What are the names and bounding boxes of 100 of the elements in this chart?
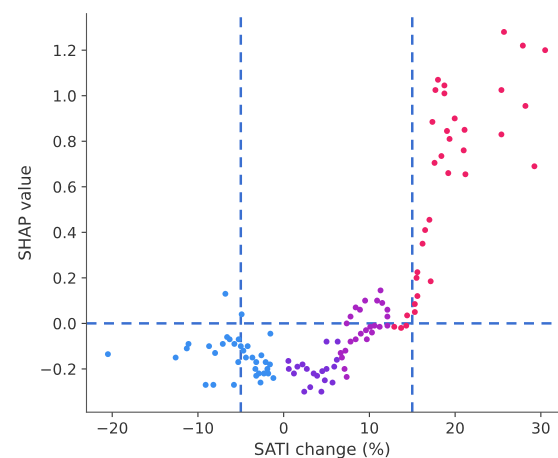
y-tick-label: 1.2 <box>54 44 76 56</box>
point <box>444 128 450 134</box>
point <box>324 366 330 372</box>
x-axis-title: SATI change (%) <box>254 442 390 458</box>
point <box>542 47 548 54</box>
point <box>184 346 190 352</box>
point <box>307 384 314 390</box>
y-tick-label: 0.2 <box>53 272 76 284</box>
point <box>391 324 398 330</box>
x-tick-label: 0 <box>280 422 288 434</box>
point <box>342 366 348 372</box>
point <box>210 382 216 388</box>
point <box>258 352 264 358</box>
point <box>253 359 260 366</box>
point <box>318 388 324 395</box>
point <box>291 370 297 376</box>
point <box>220 340 226 347</box>
point <box>435 76 441 83</box>
point <box>238 311 245 318</box>
x-tick-label: −10 <box>183 422 214 434</box>
point <box>270 375 276 381</box>
point <box>403 322 410 329</box>
point <box>520 42 526 49</box>
point <box>244 343 251 350</box>
point <box>376 324 383 330</box>
point <box>231 340 238 347</box>
point <box>339 354 345 360</box>
point <box>441 90 448 96</box>
point <box>236 336 242 342</box>
point <box>348 314 354 320</box>
y-axis-title: SHAP value <box>18 166 31 260</box>
point <box>222 290 228 297</box>
point <box>462 171 468 178</box>
point <box>364 336 370 342</box>
x-tick-label: 20 <box>446 422 464 434</box>
point <box>331 364 338 370</box>
point <box>231 382 237 388</box>
point <box>438 153 444 159</box>
point <box>445 170 452 176</box>
point <box>432 160 438 166</box>
point <box>429 118 436 125</box>
point <box>172 354 179 360</box>
point <box>342 348 348 354</box>
point <box>398 325 404 331</box>
point <box>460 147 467 154</box>
point <box>348 338 354 345</box>
point <box>384 306 390 313</box>
point <box>304 366 310 372</box>
point <box>414 274 420 281</box>
point <box>330 380 336 386</box>
point <box>441 82 448 88</box>
point <box>384 314 390 320</box>
y-tick-label: −0.2 <box>41 363 76 375</box>
point <box>422 227 428 233</box>
x-tick-label: 30 <box>532 422 550 434</box>
point <box>352 336 359 342</box>
point <box>300 361 306 368</box>
y-tick-label: 1.0 <box>54 90 76 102</box>
point <box>432 87 438 93</box>
point <box>258 380 264 386</box>
point <box>420 240 426 247</box>
y-tick-label: 0.4 <box>53 226 76 238</box>
point <box>369 330 375 336</box>
point <box>446 136 452 142</box>
point <box>324 338 330 345</box>
point <box>186 340 192 347</box>
y-tick-label: 0.0 <box>53 318 76 330</box>
point <box>462 126 468 133</box>
point <box>414 269 420 276</box>
point <box>412 309 418 315</box>
point <box>428 278 434 284</box>
point <box>212 350 218 356</box>
point <box>249 354 256 360</box>
point <box>252 366 258 372</box>
point <box>344 320 350 326</box>
point <box>372 322 378 329</box>
point <box>358 330 364 337</box>
y-tick-label: 0.6 <box>53 181 76 193</box>
point <box>243 354 249 360</box>
x-tick-label: 10 <box>361 422 378 434</box>
point <box>253 372 260 379</box>
point <box>374 298 380 304</box>
point <box>362 298 368 304</box>
point <box>104 351 111 358</box>
point <box>344 374 350 380</box>
point <box>267 361 273 368</box>
point <box>498 87 504 93</box>
point <box>301 388 308 395</box>
point <box>404 312 410 318</box>
point <box>238 343 244 350</box>
point <box>531 163 538 170</box>
point <box>314 372 320 379</box>
point <box>206 343 212 350</box>
point <box>294 364 300 370</box>
point <box>426 216 432 223</box>
point <box>357 306 363 313</box>
point <box>322 377 328 384</box>
point <box>363 327 369 334</box>
point <box>498 131 504 138</box>
point <box>285 358 292 364</box>
